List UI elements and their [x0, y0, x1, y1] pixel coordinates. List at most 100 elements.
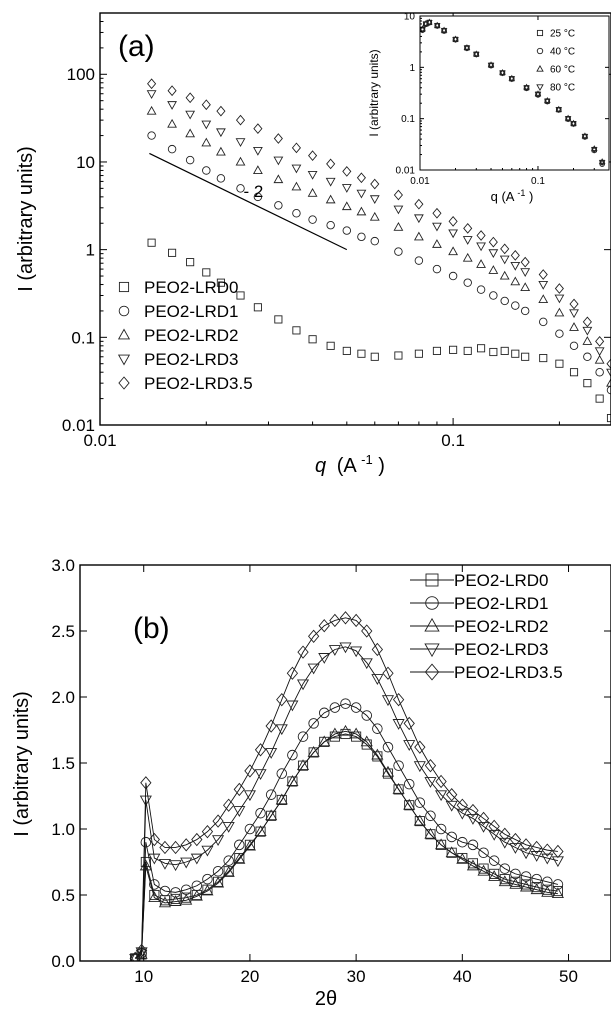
- panel-b-series-peo2-lrd3-5-point-28: [414, 740, 426, 754]
- inset-series-60-c-point-11: [523, 83, 530, 90]
- panel-b-series-peo2-lrd3-point-15: [275, 724, 288, 736]
- inset-series-80-c-point-6: [463, 45, 471, 52]
- panel-b-series-peo2-lrd1-point-10: [223, 855, 234, 866]
- panel-b-series-peo2-lrd1-point-19: [318, 707, 330, 719]
- panel-b-y-tick-label-4: 2.0: [51, 688, 75, 707]
- panel-b-series-peo2-lrd2-point-41: [551, 887, 564, 899]
- panel-a-legend-item-peo2-lrd3: PEO2-LRD3: [117, 350, 238, 369]
- panel-a-series-peo2-lrd3-5-point-4: [216, 105, 226, 117]
- panel-a-y-tick-label-2: 1: [86, 241, 95, 260]
- panel-a-series-peo2-lrd1-point-25: [555, 329, 564, 338]
- panel-b-series-peo2-lrd1-point-4: [159, 885, 171, 897]
- panel-a-series-peo2-lrd0-point-23: [521, 352, 530, 361]
- panel-a-series-peo2-lrd0-point-25: [555, 359, 564, 368]
- panel-a-legend-marker-1-point-0: [118, 305, 130, 317]
- panel-b-series-peo2-lrd0-point-18: [308, 747, 319, 758]
- panel-a-slope-annotation: - 2: [149, 152, 348, 251]
- panel-a-series-peo2-lrd0: [147, 238, 611, 423]
- inset-series-80-c-point-2: [426, 20, 433, 26]
- panel-b-series-peo2-lrd3-5-point-40: [541, 843, 553, 857]
- panel-b-series-peo2-lrd1-point-2: [140, 836, 152, 848]
- panel-b-legend-label-2: PEO2-LRD2: [454, 617, 548, 636]
- panel-a-series-peo2-lrd3-point-9: [307, 170, 318, 180]
- panel-a-series-peo2-lrd3-point-29: [606, 368, 611, 378]
- panel-b-series-peo2-lrd2-point-10: [222, 866, 235, 877]
- panel-a-series-peo2-lrd1-point-19: [476, 285, 486, 294]
- panel-a-frame: [99, 12, 611, 426]
- panel-b-series-peo2-lrd3-5-point-29: [424, 758, 437, 773]
- panel-a-series-peo2-lrd3-point-13: [369, 195, 380, 205]
- panel-b-series-peo2-lrd0-point-15: [276, 794, 287, 806]
- panel-b-series-peo2-lrd0-point-39: [531, 882, 542, 893]
- inset-series-60-c-point-14: [555, 105, 563, 112]
- panel-b-series-peo2-lrd1-point-17: [297, 731, 309, 742]
- panel-b-series-peo2-lrd2-point-15: [275, 793, 288, 805]
- inset-y-tick-label-2: 1: [409, 63, 415, 74]
- inset-x-axis-label: q (A -1 ): [491, 184, 534, 204]
- panel-b-series-peo2-lrd3-point-10: [222, 822, 235, 833]
- panel-a-series-peo2-lrd1-point-28: [595, 367, 604, 377]
- panel-b-x-tick-label-3: 40: [453, 967, 472, 986]
- panel-b-x-axis-label: 2θ: [315, 988, 337, 1010]
- inset-series-60-c-point-6: [463, 44, 471, 50]
- panel-a-series-peo2-lrd1-point-10: [326, 220, 335, 230]
- panel-b-series-peo2-lrd3-point-40: [541, 853, 554, 865]
- panel-b-series-peo2-lrd3-5-point-30: [435, 774, 447, 789]
- panel-b-series-peo2-lrd3-5-point-41: [552, 844, 564, 859]
- panel-a-y-tick-label-3: 10: [76, 153, 95, 172]
- panel-a-series-peo2-lrd1-point-26: [569, 341, 579, 351]
- panel-a-series-peo2-lrd3-5-point-0: [147, 78, 157, 90]
- panel-a-series-peo2-lrd3-5-point-11: [342, 166, 352, 177]
- panel-a-series-peo2-lrd1-point-12: [357, 232, 366, 242]
- inset-series-60-c-point-10: [508, 74, 516, 81]
- panel-a-series-peo2-lrd2-point-1: [167, 118, 177, 128]
- panel-a-series-peo2-lrd2-point-22: [510, 276, 521, 286]
- panel-b-series-peo2-lrd3-point-20: [328, 645, 341, 656]
- panel-b-series-peo2-lrd1-point-31: [446, 831, 457, 843]
- panel-a-series-peo2-lrd1-point-27: [583, 352, 592, 362]
- panel-b-series-peo2-lrd0-point-37: [510, 876, 521, 887]
- panel-a-x-tick-label-1: 0.1: [441, 431, 465, 450]
- panel-a-series-peo2-lrd2-point-19: [476, 259, 486, 268]
- panel-a-series-peo2-lrd1-point-8: [292, 209, 301, 218]
- panel-b-series-peo2-lrd1-point-16: [287, 749, 298, 761]
- panel-b-x-tick-label-4: 50: [559, 967, 578, 986]
- panel-b-legend-item-peo2-lrd3: PEO2-LRD3: [410, 640, 548, 659]
- panel-b-series-peo2-lrd3-point-22: [350, 646, 363, 658]
- panel-b-series-peo2-lrd3-5-point-0: [129, 951, 141, 961]
- panel-b-series-peo2-lrd3-5-point-2: [140, 776, 152, 790]
- panel-a-x-axis-label: q (A -1 ): [315, 447, 385, 477]
- panel-b-series-peo2-lrd3-point-32: [456, 808, 469, 820]
- panel-b-series-peo2-lrd2-point-0: [130, 951, 141, 961]
- panel-b-series-peo2-lrd3-point-30: [435, 790, 448, 802]
- panel-a-series-peo2-lrd0-point-3: [202, 268, 211, 277]
- panel-b-series-peo2-lrd1-point-30: [435, 823, 447, 835]
- panel-a-series-peo2-lrd2-point-29: [606, 377, 611, 387]
- panel-a-series-peo2-lrd0-point-0: [147, 238, 156, 247]
- panel-b-series-peo2-lrd3-5-point-1: [135, 943, 148, 958]
- inset-legend-label-2: 60 °C: [550, 65, 575, 76]
- panel-b-series-peo2-lrd1-point-21: [340, 698, 351, 709]
- panel-a-series-peo2-lrd3-point-18: [462, 236, 473, 245]
- panel-b-series-peo2-lrd3-5-point-16: [286, 666, 299, 680]
- panel-a-legend-item-peo2-lrd3-5: PEO2-LRD3.5: [118, 374, 253, 393]
- inset-legend: 25 °C 40 °C 60 °C 80 °C: [536, 29, 575, 94]
- panel-b-series-peo2-lrd3-5-point-13: [254, 743, 267, 757]
- panel-b-series-peo2-lrd1-point-14: [265, 789, 277, 800]
- panel-a-series-peo2-lrd3-5-point-10: [326, 158, 336, 170]
- panel-a-series-peo2-lrd1-point-24: [539, 317, 548, 327]
- panel-a-series-peo2-lrd3-5-point-26: [569, 298, 579, 310]
- panel-a-series-peo2-lrd3-point-0: [146, 90, 157, 99]
- panel-a-series-peo2-lrd0-point-6: [253, 303, 262, 312]
- panel-a-series-peo2-lrd1-point-0: [147, 131, 156, 140]
- panel-b-series-peo2-lrd3-point-23: [360, 658, 373, 670]
- panel-b-legend-marker-2-point-0: [424, 617, 440, 632]
- panel-b-series-peo2-lrd2-point-2: [139, 859, 152, 871]
- inset-series-80-c: [420, 20, 606, 167]
- panel-a-series-peo2-lrd1-point-6: [253, 192, 263, 202]
- panel-a-series-peo2-lrd3-5-point-14: [393, 189, 403, 201]
- inset-x-axis-unit: q (A: [491, 189, 515, 204]
- panel-a-series-peo2-lrd0-point-18: [463, 346, 472, 355]
- panel-a-series-peo2-lrd1-point-7: [274, 201, 283, 210]
